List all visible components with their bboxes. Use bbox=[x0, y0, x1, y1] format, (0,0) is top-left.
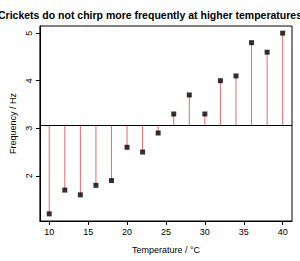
svg-text:30: 30 bbox=[200, 227, 210, 237]
svg-text:2: 2 bbox=[24, 173, 34, 178]
svg-text:35: 35 bbox=[239, 227, 249, 237]
svg-text:Temperature / °C: Temperature / °C bbox=[132, 245, 201, 255]
svg-text:5: 5 bbox=[24, 31, 34, 36]
svg-text:Frequency / Hz: Frequency / Hz bbox=[8, 92, 18, 154]
svg-text:40: 40 bbox=[278, 227, 288, 237]
svg-text:15: 15 bbox=[83, 227, 93, 237]
svg-text:20: 20 bbox=[122, 227, 132, 237]
svg-text:Crickets do not chirp more fre: Crickets do not chirp more frequently at… bbox=[0, 9, 300, 21]
svg-text:25: 25 bbox=[161, 227, 171, 237]
svg-text:10: 10 bbox=[44, 227, 54, 237]
svg-text:3: 3 bbox=[24, 126, 34, 131]
svg-text:4: 4 bbox=[24, 78, 34, 83]
